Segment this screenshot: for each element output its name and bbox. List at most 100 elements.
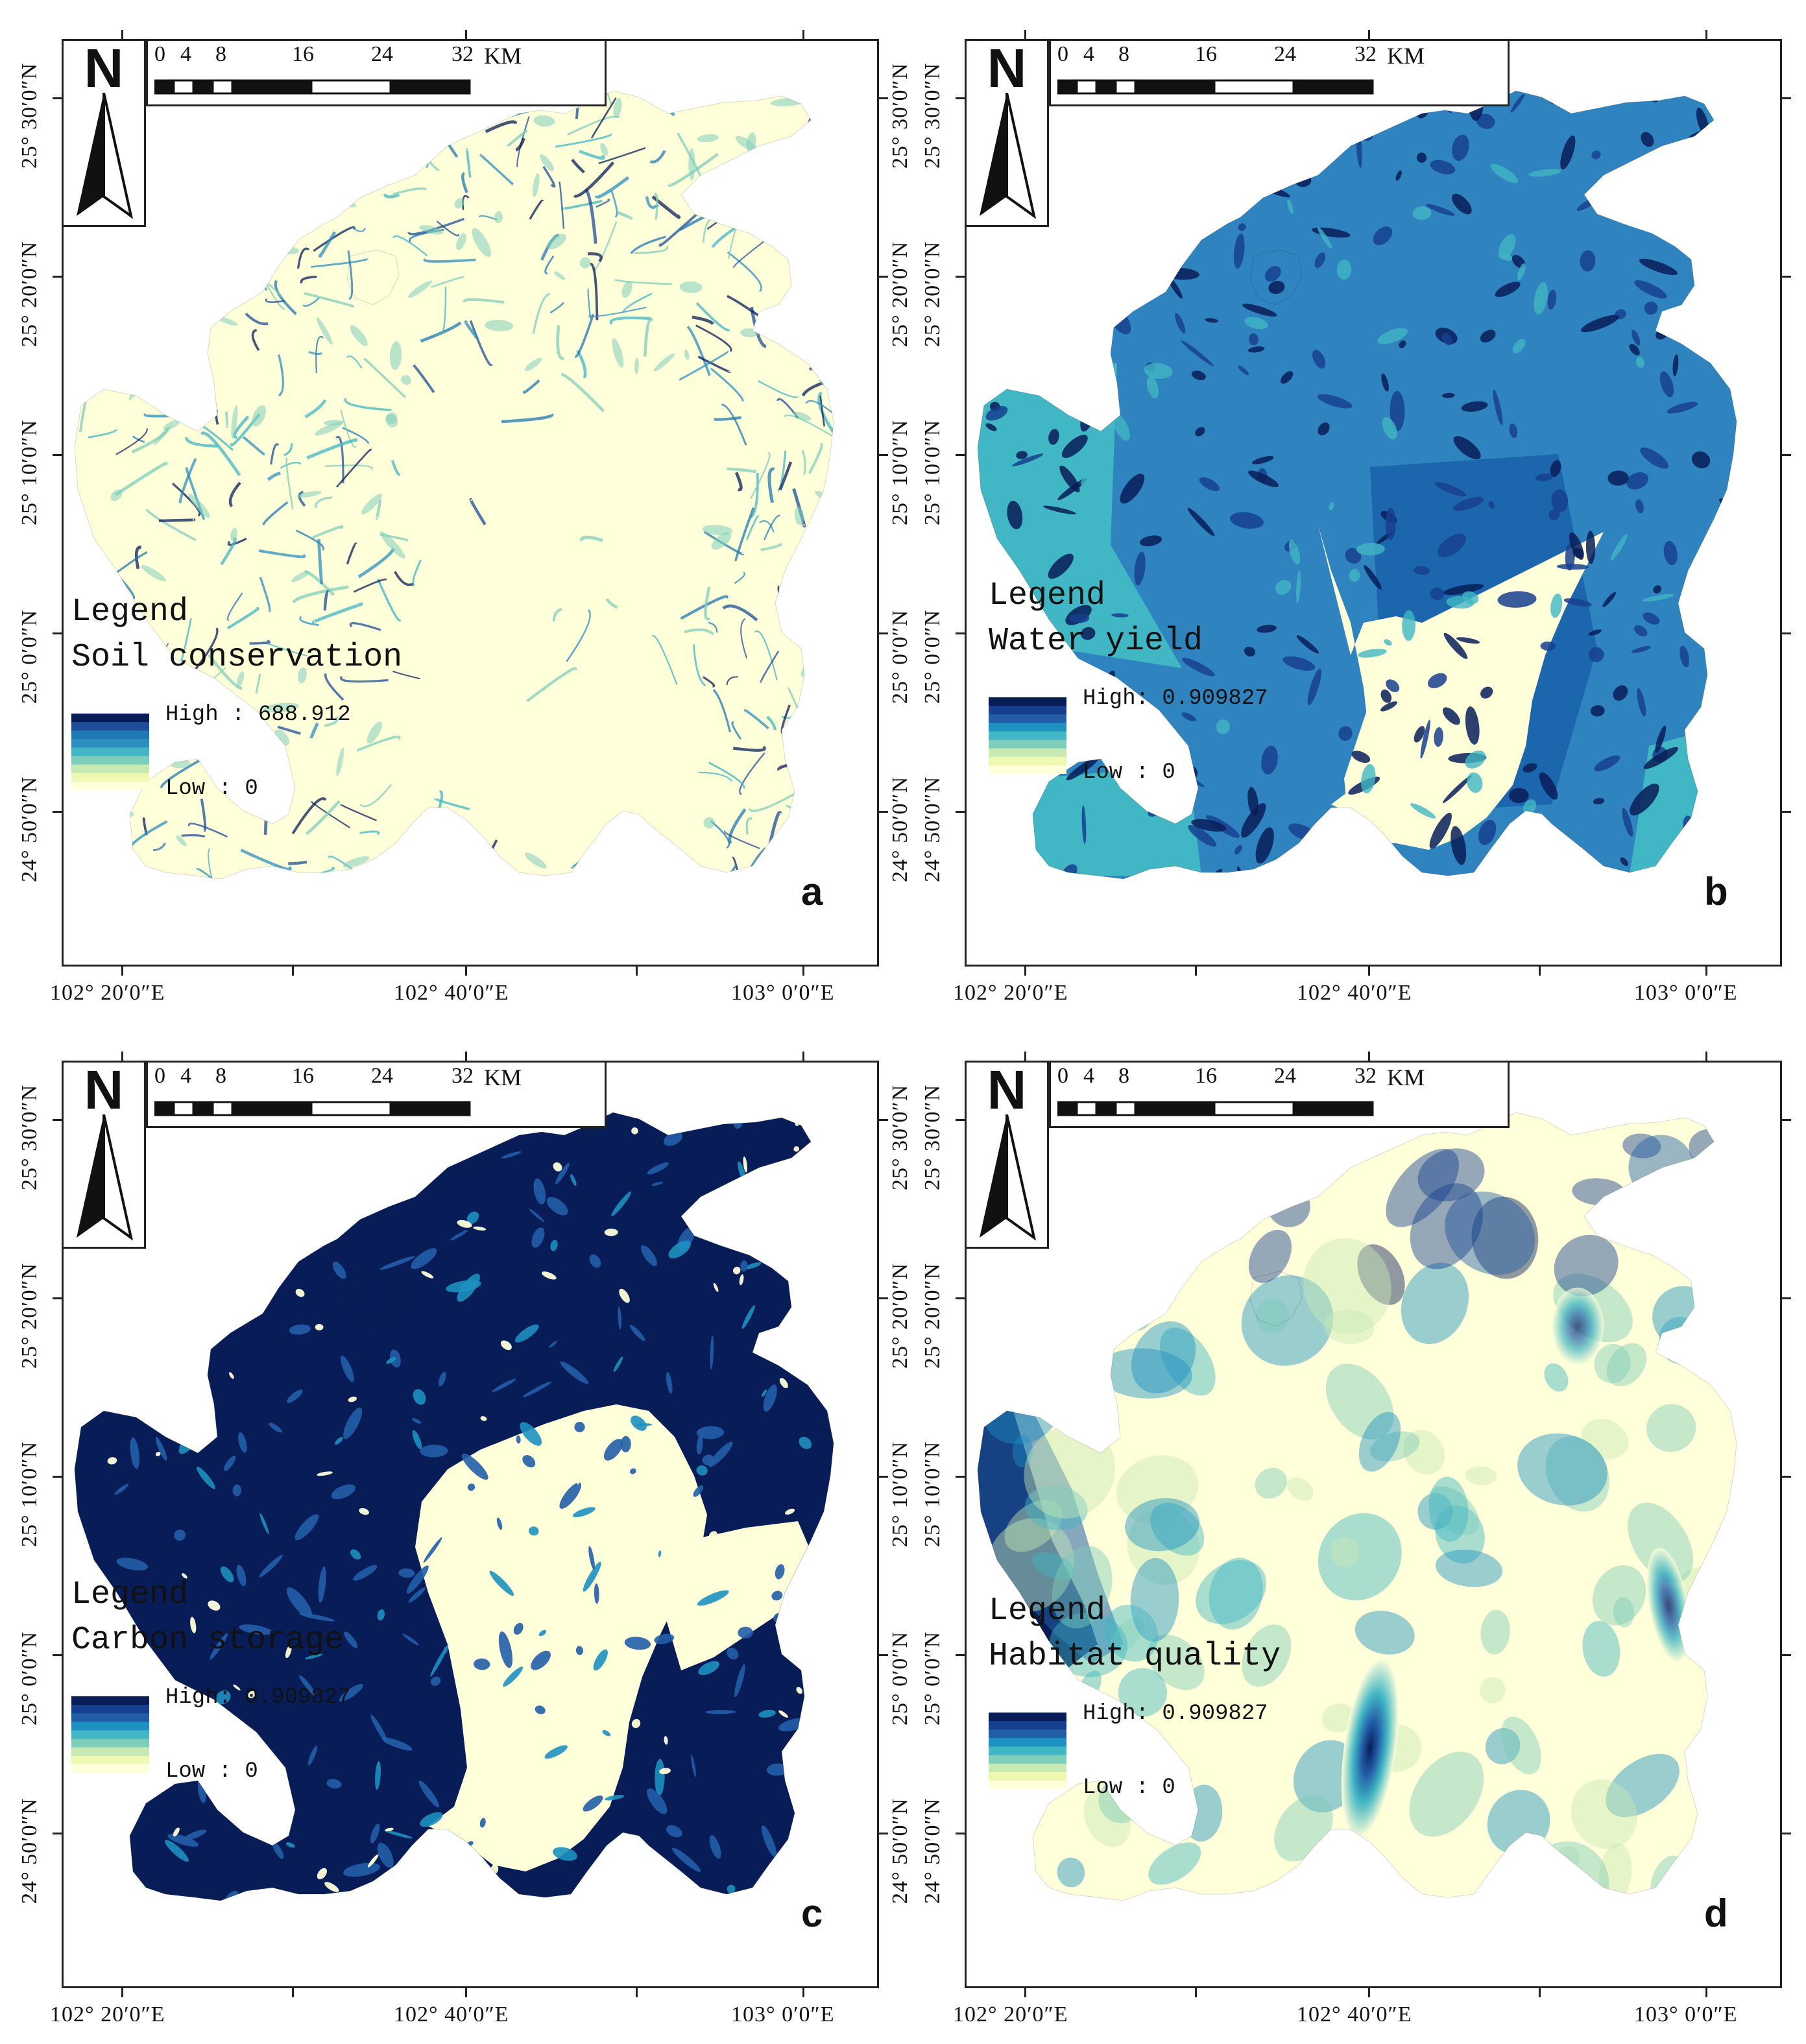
lat-label: 25° 30′0″N (18, 1084, 42, 1190)
scale-tick-label: 8 (215, 42, 226, 66)
scale-bar-graphic (154, 1101, 471, 1116)
lon-tick (1024, 1052, 1026, 1061)
map-panel-d: 24° 50′0″N 25° 0′0″N 25° 10′0″N 25° 20′0″N 2… (903, 1022, 1806, 2044)
lon-tick (1368, 1988, 1370, 1997)
lon-tick (121, 1988, 123, 1997)
lon-tick (1539, 1988, 1541, 1997)
lat-tick (879, 276, 888, 278)
lon-label: 103° 0′0″E (1634, 2002, 1738, 2026)
lat-tick (879, 1654, 888, 1656)
lat-tick (1782, 811, 1791, 813)
lon-tick (292, 1988, 294, 1997)
lat-tick (1782, 632, 1791, 634)
legend-heading: Legend (989, 1593, 1106, 1629)
lon-tick (1705, 1052, 1707, 1061)
north-arrow: N (965, 1059, 1049, 1249)
lat-label: 25° 0′0″N (921, 1631, 945, 1725)
lat-tick (1782, 97, 1791, 99)
scale-tick-label: 8 (215, 1064, 226, 1088)
lat-tick (879, 1833, 888, 1834)
lon-label: 102° 20′0″E (50, 2002, 165, 2026)
map-panel-c: 24° 50′0″N 24° 50′0″N 25° 0′0″N 25° 0′0″N 25… (0, 1022, 912, 2044)
legend-title: Water yield (989, 623, 1203, 660)
north-arrow-icon (980, 93, 1037, 219)
legend-high-label: High: 0.909827 (1083, 686, 1268, 711)
lat-tick (53, 811, 62, 813)
north-arrow: N (965, 38, 1049, 227)
lat-tick (53, 454, 62, 456)
lon-label: 102° 40′0″E (1297, 2002, 1412, 2026)
lon-label: 102° 40′0″E (394, 981, 509, 1005)
lon-tick (802, 1988, 804, 1997)
panel-letter: d (1704, 1892, 1728, 1935)
lat-tick (956, 1833, 965, 1834)
lat-label: 25° 20′0″N (921, 1262, 945, 1369)
panel-letter: c (801, 1892, 823, 1935)
lat-tick (53, 1476, 62, 1478)
lat-label: 24° 50′0″N (921, 776, 945, 882)
panel-letter: a (801, 870, 823, 913)
lat-label: 25° 10′0″N (921, 1441, 945, 1547)
legend-color-ramp (71, 714, 149, 790)
lat-tick (956, 1654, 965, 1656)
lat-tick (879, 811, 888, 813)
map-panel-b: 24° 50′0″N 25° 0′0″N 25° 10′0″N 25° 20′0″N 2… (903, 0, 1806, 1022)
scale-tick-label: 16 (1195, 42, 1217, 66)
lat-tick (1782, 1119, 1791, 1121)
lat-tick (879, 632, 888, 634)
legend-title: Habitat quality (989, 1638, 1281, 1675)
lon-tick (1705, 1988, 1707, 1997)
north-letter: N (987, 38, 1027, 99)
scale-tick-label: 24 (371, 1064, 393, 1088)
lat-tick (879, 97, 888, 99)
lon-tick (802, 30, 804, 39)
lat-tick (1782, 1654, 1791, 1656)
lat-tick (956, 1119, 965, 1121)
lat-label: 25° 0′0″N (921, 609, 945, 704)
north-arrow: N (62, 1059, 146, 1249)
north-letter: N (84, 1059, 124, 1120)
lat-label: 24° 50′0″N (921, 1798, 945, 1904)
scale-tick-label: 32 (451, 1064, 474, 1088)
legend-color-ramp (989, 697, 1066, 774)
lat-tick (956, 97, 965, 99)
lat-label: 25° 10′0″N (921, 419, 945, 525)
lat-label: 25° 30′0″N (921, 1084, 945, 1190)
lat-tick (956, 1476, 965, 1478)
legend-low-label: Low : 0 (165, 776, 258, 801)
lon-tick (1195, 967, 1197, 976)
lon-tick (121, 1052, 123, 1061)
scale-bar: 0 4 8 16 24 32 KM (146, 1061, 607, 1128)
scale-tick-label: 4 (180, 1064, 191, 1088)
scale-tick-label: 16 (1195, 1064, 1217, 1088)
lat-tick (956, 276, 965, 278)
legend-low-label: Low : 0 (1083, 760, 1175, 785)
lon-tick (802, 967, 804, 976)
lat-label: 25° 10′0″N (18, 419, 42, 525)
lat-tick (1782, 1476, 1791, 1478)
region-map (74, 1112, 834, 1901)
lat-tick (956, 811, 965, 813)
lat-tick (1782, 276, 1791, 278)
north-letter: N (987, 1059, 1027, 1120)
lon-tick (1539, 967, 1541, 976)
lon-tick (1195, 1988, 1197, 1997)
lon-tick (292, 967, 294, 976)
lat-tick (53, 1833, 62, 1834)
lon-tick (802, 1052, 804, 1061)
scale-unit: KM (1387, 1064, 1425, 1090)
lat-tick (1782, 454, 1791, 456)
legend-title: Soil conservation (71, 639, 403, 676)
scale-tick-label: 0 (154, 42, 165, 66)
legend-heading: Legend (71, 594, 189, 631)
scale-tick-label: 24 (1274, 1064, 1296, 1088)
lon-tick (465, 1052, 467, 1061)
scale-tick-label: 0 (154, 1064, 165, 1088)
lon-tick (1705, 967, 1707, 976)
lon-tick (1368, 30, 1370, 39)
scale-bar: 0 4 8 16 24 32 KM (1049, 1061, 1510, 1128)
legend-low-label: Low : 0 (165, 1759, 258, 1784)
scale-unit: KM (484, 1064, 522, 1090)
lon-tick (1705, 30, 1707, 39)
lon-label: 102° 40′0″E (394, 2002, 509, 2026)
